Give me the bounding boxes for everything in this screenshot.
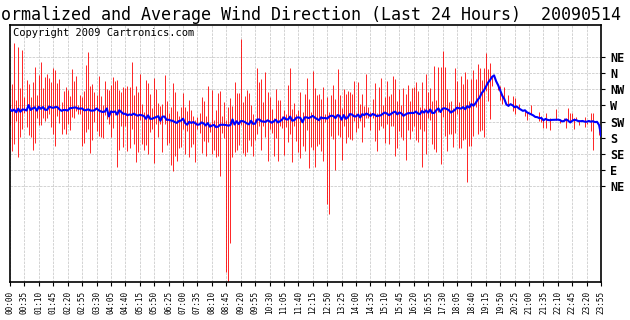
Text: Copyright 2009 Cartronics.com: Copyright 2009 Cartronics.com [13,28,194,38]
Title: Normalized and Average Wind Direction (Last 24 Hours)  20090514: Normalized and Average Wind Direction (L… [0,5,621,24]
